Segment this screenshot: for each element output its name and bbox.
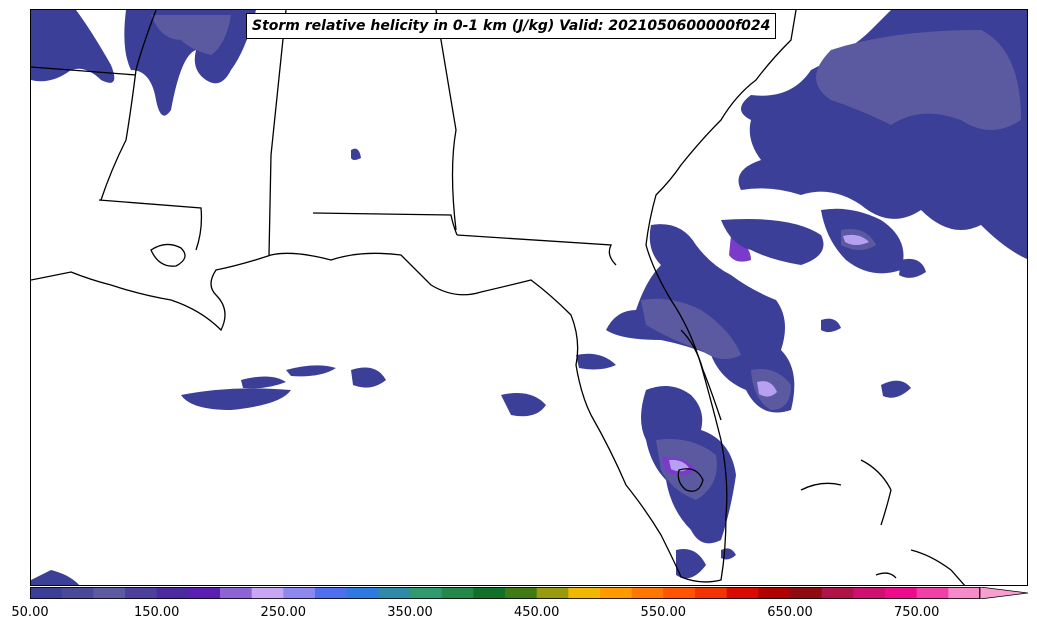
field-east-peak — [843, 234, 869, 245]
coast-gulf — [31, 10, 797, 583]
helicity-field — [31, 10, 1027, 585]
colorbar-swatch — [568, 587, 601, 599]
field-cell-bahamas — [721, 548, 736, 560]
field-florida-tip — [676, 549, 706, 579]
colorbar-swatch — [790, 587, 823, 599]
coast-bahamas-1 — [800, 482, 842, 491]
colorbar — [30, 587, 1028, 599]
colorbar-swatch — [283, 587, 316, 599]
colorbar-swatch — [631, 587, 664, 599]
colorbar-outline — [30, 587, 981, 599]
colorbar-swatch — [251, 587, 284, 599]
colorbar-swatch — [726, 587, 759, 599]
field-gulf-cell-4 — [501, 392, 546, 417]
state-border-alabama-florida — [312, 212, 458, 236]
field-mississippi-dot — [351, 148, 361, 160]
field-atlantic-cell-2 — [899, 258, 926, 278]
colorbar-swatch — [61, 587, 94, 599]
colorbar-swatch — [125, 587, 158, 599]
field-gulf-cell-1 — [241, 376, 286, 389]
field-gulf-cell-3 — [351, 367, 386, 388]
colorbar-swatch — [30, 587, 63, 599]
lake-pontchartrain — [150, 243, 186, 267]
colorbar-swatch — [410, 587, 443, 599]
state-border-louisiana-mississippi — [98, 199, 203, 251]
field-gulf-cell-2 — [286, 365, 336, 377]
field-northeast-mid — [816, 30, 1021, 130]
colorbar-swatch — [821, 587, 854, 599]
colorbar-swatch — [378, 587, 411, 599]
map-title: Storm relative helicity in 0-1 km (J/kg)… — [246, 13, 777, 39]
colorbar-swatches — [30, 587, 1028, 599]
map-area — [30, 9, 1028, 586]
colorbar-swatch — [853, 587, 886, 599]
field-florida-east-peak — [757, 381, 777, 397]
colorbar-tick-label: 150.00 — [133, 605, 180, 620]
colorbar-tick-label: 50.00 — [11, 605, 49, 620]
colorbar-swatch — [695, 587, 728, 599]
field-carolina-patch — [721, 219, 824, 265]
coast-bahamas-4 — [875, 572, 897, 579]
colorbar-tick-label: 350.00 — [387, 605, 433, 620]
coast-bahamas-2 — [860, 459, 892, 526]
colorbar-swatch — [885, 587, 918, 599]
field-gulf-streak — [181, 388, 291, 410]
colorbar-swatch — [346, 587, 379, 599]
colorbar-swatch — [505, 587, 538, 599]
colorbar-tick-label: 250.00 — [260, 605, 307, 620]
field-north-center-mid — [151, 15, 231, 55]
state-border-alabama-georgia — [435, 10, 457, 231]
colorbar-swatch — [473, 587, 506, 599]
colorbar-tick-label: 450.00 — [513, 605, 560, 620]
colorbar-swatch — [441, 587, 474, 599]
field-georgia-core — [729, 235, 751, 262]
state-border-georgia-florida — [456, 234, 617, 266]
coast-florida-barrier — [680, 329, 722, 421]
colorbar-swatch — [156, 587, 189, 599]
state-border-alabama-west — [268, 10, 287, 256]
field-gulf-cell-5 — [576, 353, 616, 370]
field-atlantic-cell-3 — [821, 318, 841, 333]
map-canvas — [31, 10, 1027, 585]
colorbar-swatch — [188, 587, 221, 599]
colorbar-tick-label: 750.00 — [893, 605, 940, 620]
colorbar-swatch — [663, 587, 696, 599]
state-border-mississippi-tennessee — [31, 66, 137, 76]
colorbar-tick-label: 650.00 — [767, 605, 813, 620]
coast-bahamas-3 — [910, 549, 966, 585]
colorbar-extend-arrow — [979, 587, 1028, 599]
colorbar-swatch — [948, 587, 981, 599]
colorbar-swatch — [315, 587, 348, 599]
field-georgia-mid — [641, 298, 741, 359]
colorbar-tick-label: 550.00 — [640, 605, 687, 620]
colorbar-swatch — [220, 587, 253, 599]
state-border-mississippi-river — [100, 10, 157, 201]
lake-okeechobee — [677, 468, 704, 492]
boundaries — [31, 10, 966, 585]
colorbar-swatch — [758, 587, 791, 599]
field-atlantic-cell — [881, 380, 911, 398]
colorbar-swatch — [916, 587, 949, 599]
field-lower-left — [31, 570, 80, 585]
colorbar-swatch — [600, 587, 633, 599]
field-northwest — [31, 10, 115, 83]
colorbar-swatch — [536, 587, 569, 599]
colorbar-swatch — [93, 587, 126, 599]
